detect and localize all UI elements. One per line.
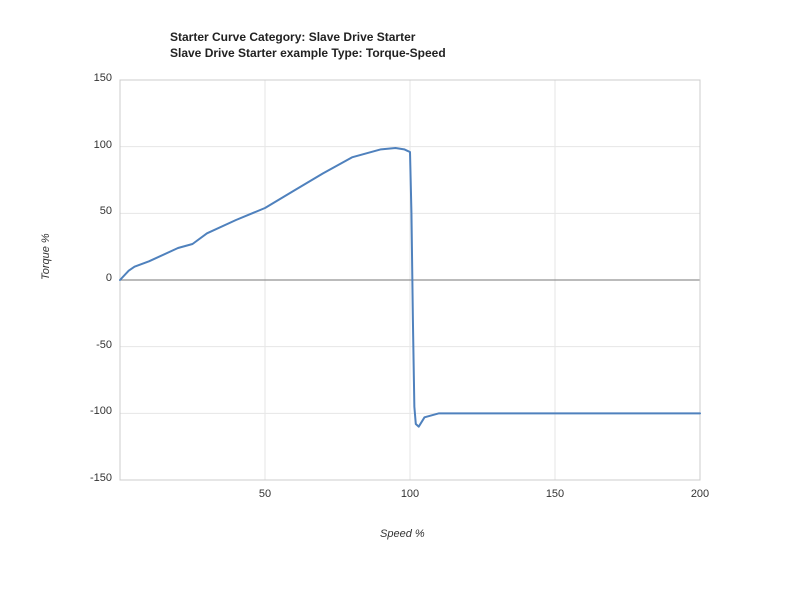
chart-svg bbox=[0, 0, 800, 600]
x-tick-label: 150 bbox=[540, 488, 570, 500]
y-tick-label: 50 bbox=[72, 205, 112, 217]
y-tick-label: -100 bbox=[72, 405, 112, 417]
chart-title-line2: Slave Drive Starter example Type: Torque… bbox=[170, 46, 446, 60]
y-axis-label: Torque % bbox=[40, 233, 52, 280]
y-tick-label: 0 bbox=[72, 272, 112, 284]
x-tick-label: 100 bbox=[395, 488, 425, 500]
x-axis-label: Speed % bbox=[380, 528, 425, 540]
y-tick-label: 150 bbox=[72, 72, 112, 84]
chart-title-line1: Starter Curve Category: Slave Drive Star… bbox=[170, 30, 415, 44]
chart-container: Starter Curve Category: Slave Drive Star… bbox=[0, 0, 800, 600]
y-tick-label: -150 bbox=[72, 472, 112, 484]
y-tick-label: -50 bbox=[72, 339, 112, 351]
x-tick-label: 50 bbox=[250, 488, 280, 500]
y-tick-label: 100 bbox=[72, 139, 112, 151]
x-tick-label: 200 bbox=[685, 488, 715, 500]
